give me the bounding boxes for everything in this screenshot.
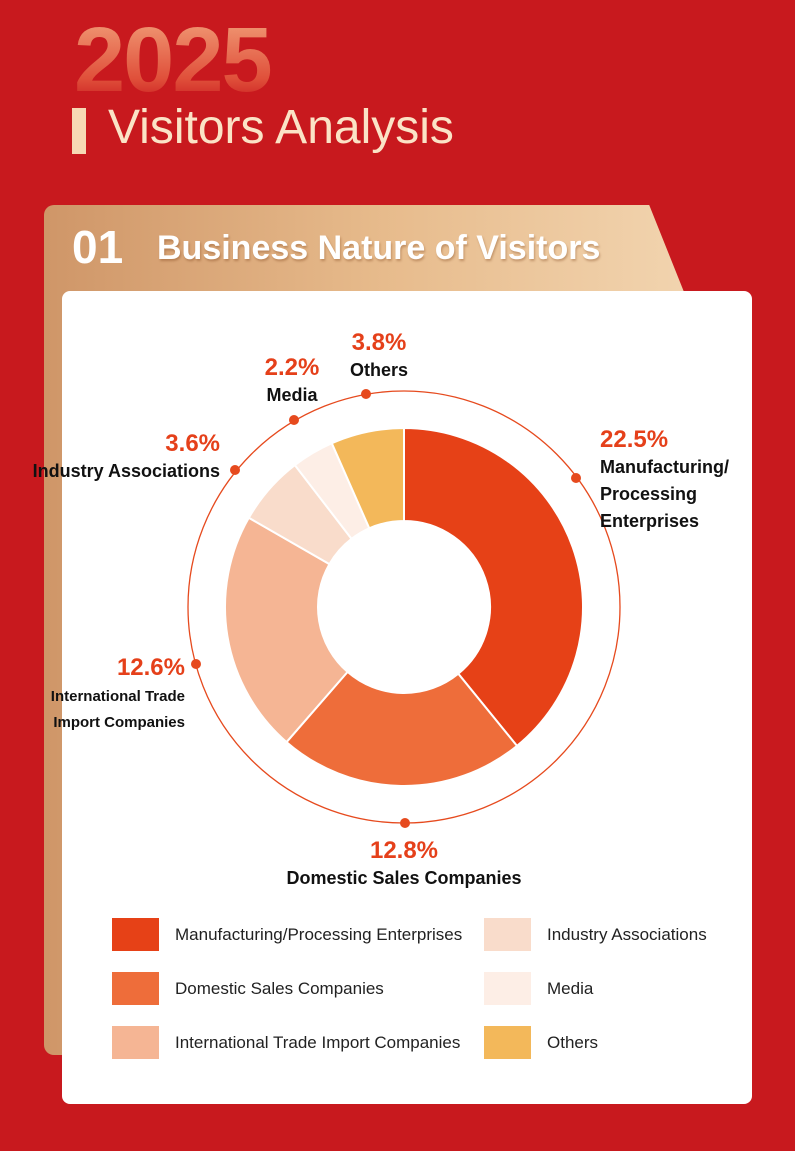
callout-label-1-0: Domestic Sales Companies bbox=[286, 868, 521, 888]
value-label-3: 3.6% bbox=[165, 430, 220, 457]
callout-dot-5 bbox=[361, 389, 371, 399]
callout-label-5-0: Others bbox=[350, 360, 408, 380]
callout-dot-4 bbox=[289, 415, 299, 425]
value-label-1: 12.8% bbox=[370, 837, 438, 864]
callout-dot-2 bbox=[191, 659, 201, 669]
value-label-5: 3.8% bbox=[352, 329, 407, 356]
value-label-4: 2.2% bbox=[265, 354, 320, 381]
callout-label-3-0: Industry Associations bbox=[33, 461, 220, 481]
value-label-2: 12.6% bbox=[117, 654, 185, 681]
callout-label-4-0: Media bbox=[266, 385, 318, 405]
slice-0 bbox=[403, 426, 584, 748]
callout-dot-3 bbox=[230, 465, 240, 475]
callout-label-0-0: Manufacturing/ bbox=[600, 457, 729, 477]
callout-label-0-1: Processing bbox=[600, 484, 697, 504]
callout-label-0-2: Enterprises bbox=[600, 511, 699, 531]
title-accent-bar bbox=[72, 108, 86, 154]
slice-5 bbox=[330, 426, 405, 530]
slice-1 bbox=[285, 670, 519, 787]
section-number: 01 bbox=[72, 221, 124, 273]
callout-label-2-0: International Trade bbox=[51, 688, 185, 705]
year-heading: 2025 bbox=[74, 9, 273, 111]
section-title: Business Nature of Visitors bbox=[157, 229, 601, 267]
page-title: Visitors Analysis bbox=[108, 101, 454, 154]
callout-dot-1 bbox=[400, 818, 410, 828]
callout-label-2-1: Import Companies bbox=[53, 714, 185, 731]
value-label-0: 22.5% bbox=[600, 426, 668, 453]
slice-2 bbox=[224, 516, 349, 744]
callout-dot-0 bbox=[571, 473, 581, 483]
